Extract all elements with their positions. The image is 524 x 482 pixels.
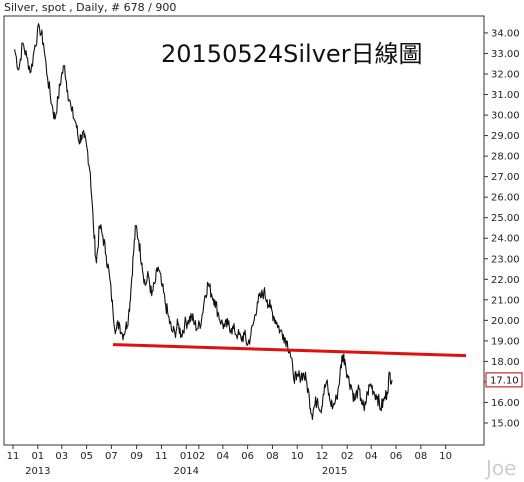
y-tick-label: 31.00 [491, 90, 520, 101]
y-tick-label: 24.00 [491, 234, 520, 245]
x-tick-label: 01 [31, 451, 44, 462]
chart-title: 20150524Silver日線圖 [161, 40, 423, 68]
x-year-label: 2013 [25, 466, 50, 477]
x-tick-label: 12 [316, 451, 329, 462]
y-tick-label: 25.00 [491, 213, 520, 224]
x-tick-label: 02 [341, 451, 354, 462]
x-tick-label: 07 [105, 451, 118, 462]
x-tick-label: 10 [291, 451, 304, 462]
price-line [14, 23, 393, 421]
chart-header: Silver, spot , Daily, # 678 / 900 [4, 1, 177, 14]
x-year-label: 2014 [174, 466, 199, 477]
y-tick-label: 27.00 [491, 172, 520, 183]
x-tick-label: 04 [365, 451, 378, 462]
red-trendline [112, 343, 467, 358]
y-tick-label: 22.00 [491, 275, 520, 286]
y-tick-label: 19.00 [491, 336, 520, 347]
watermark-text: Joe [486, 456, 517, 480]
x-tick-label: 11 [155, 451, 168, 462]
x-tick-label: 04 [216, 451, 229, 462]
x-tick-label: 11 [7, 451, 20, 462]
x-tick-label: 05 [80, 451, 93, 462]
y-tick-label: 20.00 [491, 316, 520, 327]
y-tick-label: 26.00 [491, 193, 520, 204]
x-tick-label: 03 [55, 451, 68, 462]
y-tick-label: 16.00 [491, 398, 520, 409]
x-tick-label: 08 [266, 451, 279, 462]
y-tick-label: 18.00 [491, 357, 520, 368]
x-tick-label: 01 [180, 451, 193, 462]
y-tick-label: 28.00 [491, 152, 520, 163]
y-tick-label: 33.00 [491, 49, 520, 60]
plot-frame [3, 15, 485, 446]
x-tick-label: 10 [439, 451, 452, 462]
x-year-label: 2015 [322, 466, 347, 477]
last-value-label: 17.10 [490, 375, 519, 386]
y-tick-label: 30.00 [491, 111, 520, 122]
y-tick-label: 15.00 [491, 419, 520, 430]
y-tick-label: 32.00 [491, 69, 520, 80]
y-tick-label: 23.00 [491, 254, 520, 265]
x-tick-label: 06 [390, 451, 403, 462]
y-tick-label: 29.00 [491, 131, 520, 142]
x-tick-label: 02 [192, 451, 205, 462]
last-value-box [485, 372, 523, 388]
x-tick-label: 09 [130, 451, 143, 462]
x-tick-label: 08 [414, 451, 427, 462]
y-tick-label: 21.00 [491, 295, 520, 306]
x-tick-label: 06 [241, 451, 254, 462]
y-tick-label: 34.00 [491, 28, 520, 39]
